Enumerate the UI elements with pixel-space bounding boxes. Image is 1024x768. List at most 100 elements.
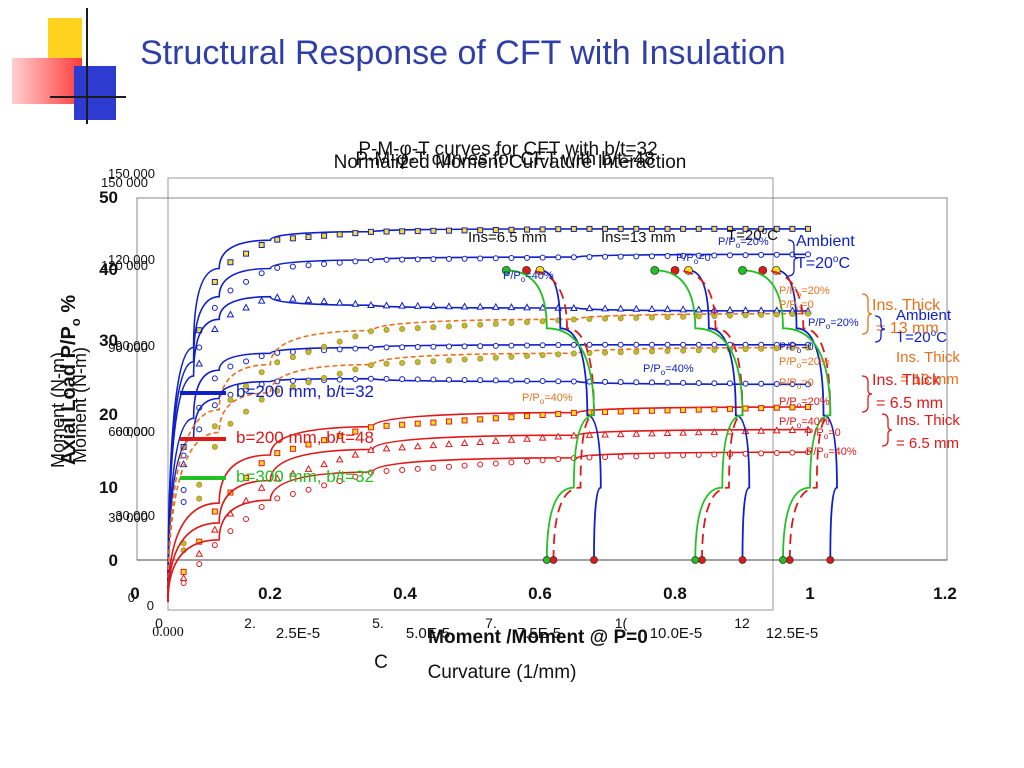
moment-tick-30000-alt: 30 000 bbox=[108, 510, 148, 525]
chart1-series1-point-8 bbox=[289, 383, 296, 390]
chart0-series0 bbox=[167, 225, 811, 603]
chart0-series3-point-1 bbox=[180, 486, 187, 493]
chart1-series2-point-6 bbox=[258, 460, 265, 467]
chart1-series2-point-29 bbox=[617, 408, 624, 415]
chart0-series3-point-22 bbox=[508, 342, 515, 349]
chart1-series3-point-34 bbox=[694, 428, 703, 436]
chart0-series2-point-24 bbox=[538, 303, 547, 311]
pct-tick-30: 30 bbox=[99, 331, 118, 350]
chart0-series1-point-11 bbox=[336, 259, 343, 266]
chart0-series1-point-35 bbox=[711, 252, 718, 259]
chart1-series1-point-38 bbox=[758, 345, 765, 352]
interaction-g0-s0-line bbox=[539, 269, 602, 561]
chart1-series0-point-6 bbox=[258, 369, 265, 376]
chart1-series4-point-31 bbox=[648, 453, 655, 460]
chart1-series2-point-25 bbox=[555, 410, 562, 417]
chart0-series1-point-22 bbox=[508, 255, 515, 262]
chart1-series0-point-29 bbox=[617, 315, 624, 322]
y-axis-label-moment-2: Moment (N-m) bbox=[70, 347, 90, 463]
chart0-series4-point-8 bbox=[289, 377, 296, 384]
chart0-series1-point-3 bbox=[211, 304, 218, 311]
chart1-series3-point-2 bbox=[195, 549, 204, 557]
chart1-series2-point-7 bbox=[274, 450, 281, 457]
chart1-series0-point-34 bbox=[695, 313, 702, 320]
chart1-series4-point-3 bbox=[211, 542, 218, 549]
annotations: Ins=6.5 mm Ins=13 mm T=20oC Ambient T=20… bbox=[468, 226, 960, 460]
chart0-series3-point-19 bbox=[461, 343, 468, 350]
chart1-series1-point-33 bbox=[680, 347, 687, 354]
pct-tick-labels: 50 40 30 20 10 0 bbox=[99, 188, 118, 570]
chart0-series1-point-32 bbox=[664, 253, 671, 260]
x-norm-tick-1-2: 1.2 bbox=[933, 584, 957, 603]
chart1-series2-point-20 bbox=[477, 416, 484, 423]
interaction-g1-s2-line bbox=[654, 269, 744, 561]
chart0-series2-point-18 bbox=[445, 302, 453, 310]
chart0-series2-point-13 bbox=[367, 301, 375, 309]
chart0-series1-point-10 bbox=[321, 261, 328, 268]
chart0-series3-point-20 bbox=[477, 343, 484, 350]
chart1-series2-point-38 bbox=[758, 405, 765, 412]
interaction-g0-s2-line bbox=[506, 269, 595, 561]
chart0-series4-point-6 bbox=[258, 381, 265, 388]
pp-0-blue: P/Po=0 bbox=[676, 252, 711, 266]
x-axis-label-stray-c: C bbox=[374, 652, 388, 673]
chart1-series4-point-8 bbox=[289, 491, 296, 498]
chart1-series2-point-12 bbox=[352, 428, 359, 435]
chart0-series0-point-36 bbox=[726, 225, 733, 232]
chart0-series0-point-20 bbox=[477, 227, 484, 234]
pp-20-red: P/Po=20% bbox=[779, 396, 830, 410]
chart0-series2-point-19 bbox=[460, 302, 469, 310]
chart1-series4-point-14 bbox=[383, 468, 390, 475]
chart1-series1-point-28 bbox=[602, 349, 609, 356]
chart0-series0-point-34 bbox=[695, 225, 702, 232]
legend-item-red: b=200 mm, b/t=48 bbox=[180, 428, 374, 448]
chart1-series3-point-25 bbox=[554, 432, 563, 440]
chart0-series0-point-4 bbox=[227, 259, 234, 266]
chart0-series4-point-13 bbox=[367, 375, 374, 382]
chart1-series4-point-38 bbox=[758, 450, 765, 457]
annot-ins-thick-orange-2: Ins. Thick bbox=[896, 349, 960, 366]
chart1-series3-point-39 bbox=[772, 426, 781, 434]
chart1-series0-point-18 bbox=[445, 323, 452, 330]
chart1-series2-point-23 bbox=[524, 413, 531, 420]
chart1-series3-point-28 bbox=[601, 430, 609, 438]
chart0-series1-point-9 bbox=[305, 262, 312, 269]
chart0-series4-point-2 bbox=[196, 426, 203, 433]
chart0-series1-point-41 bbox=[805, 251, 811, 258]
chart0-series2-point-8 bbox=[289, 294, 297, 302]
chart1-series4-point-25 bbox=[555, 456, 562, 463]
chart1-series2-point-35 bbox=[711, 406, 718, 413]
chart1-series4-point-11 bbox=[336, 478, 343, 485]
x-curv-tick-10: 10.0E-5 bbox=[650, 625, 703, 642]
chart0-series3-point-12 bbox=[352, 345, 359, 352]
chart0-series1-point-25 bbox=[555, 254, 562, 261]
interaction-g2-s1-start-marker bbox=[785, 556, 794, 564]
chart1-series4-point-10 bbox=[321, 482, 328, 489]
chart1-series4-point-22 bbox=[508, 459, 515, 466]
chart0-series0-point-10 bbox=[321, 232, 328, 239]
moment-tick-120000: 120,000 bbox=[108, 252, 155, 267]
pp-0-orange-2: P/Po=0 bbox=[779, 377, 814, 391]
chart0-series4-point-35 bbox=[711, 380, 718, 387]
x-axis-label-curvature: Curvature (1/mm) bbox=[428, 662, 577, 683]
annot-ins-thick-red-2: Ins. Thick bbox=[896, 412, 960, 429]
chart0-series1-point-8 bbox=[289, 263, 296, 270]
chart0-series1-point-13 bbox=[367, 257, 374, 264]
pp-0-blue-2: P/Po=0 bbox=[779, 341, 814, 355]
chart0-series0-point-6 bbox=[258, 242, 265, 249]
chart1-series0-point-14 bbox=[383, 326, 390, 333]
brace-13mm bbox=[861, 293, 873, 335]
chart0-series1 bbox=[167, 251, 811, 603]
chart1-series1-point-24 bbox=[539, 352, 546, 359]
chart1-series4-point-4 bbox=[227, 528, 234, 535]
chart1-series3-point-15 bbox=[398, 443, 406, 451]
moment-tick-150000: 150,000 bbox=[108, 166, 155, 181]
chart1-series2-point-28 bbox=[602, 408, 609, 415]
chart1-series3-point-41 bbox=[804, 425, 812, 433]
chart0-series4-point-18 bbox=[445, 376, 452, 383]
chart1-series2-line bbox=[167, 406, 809, 603]
chart1-series2-point-19 bbox=[461, 417, 468, 424]
chart1-series4-point-32 bbox=[664, 452, 671, 459]
chart1-series0-point-19 bbox=[461, 322, 468, 329]
chart1-series3-point-1 bbox=[179, 573, 188, 581]
